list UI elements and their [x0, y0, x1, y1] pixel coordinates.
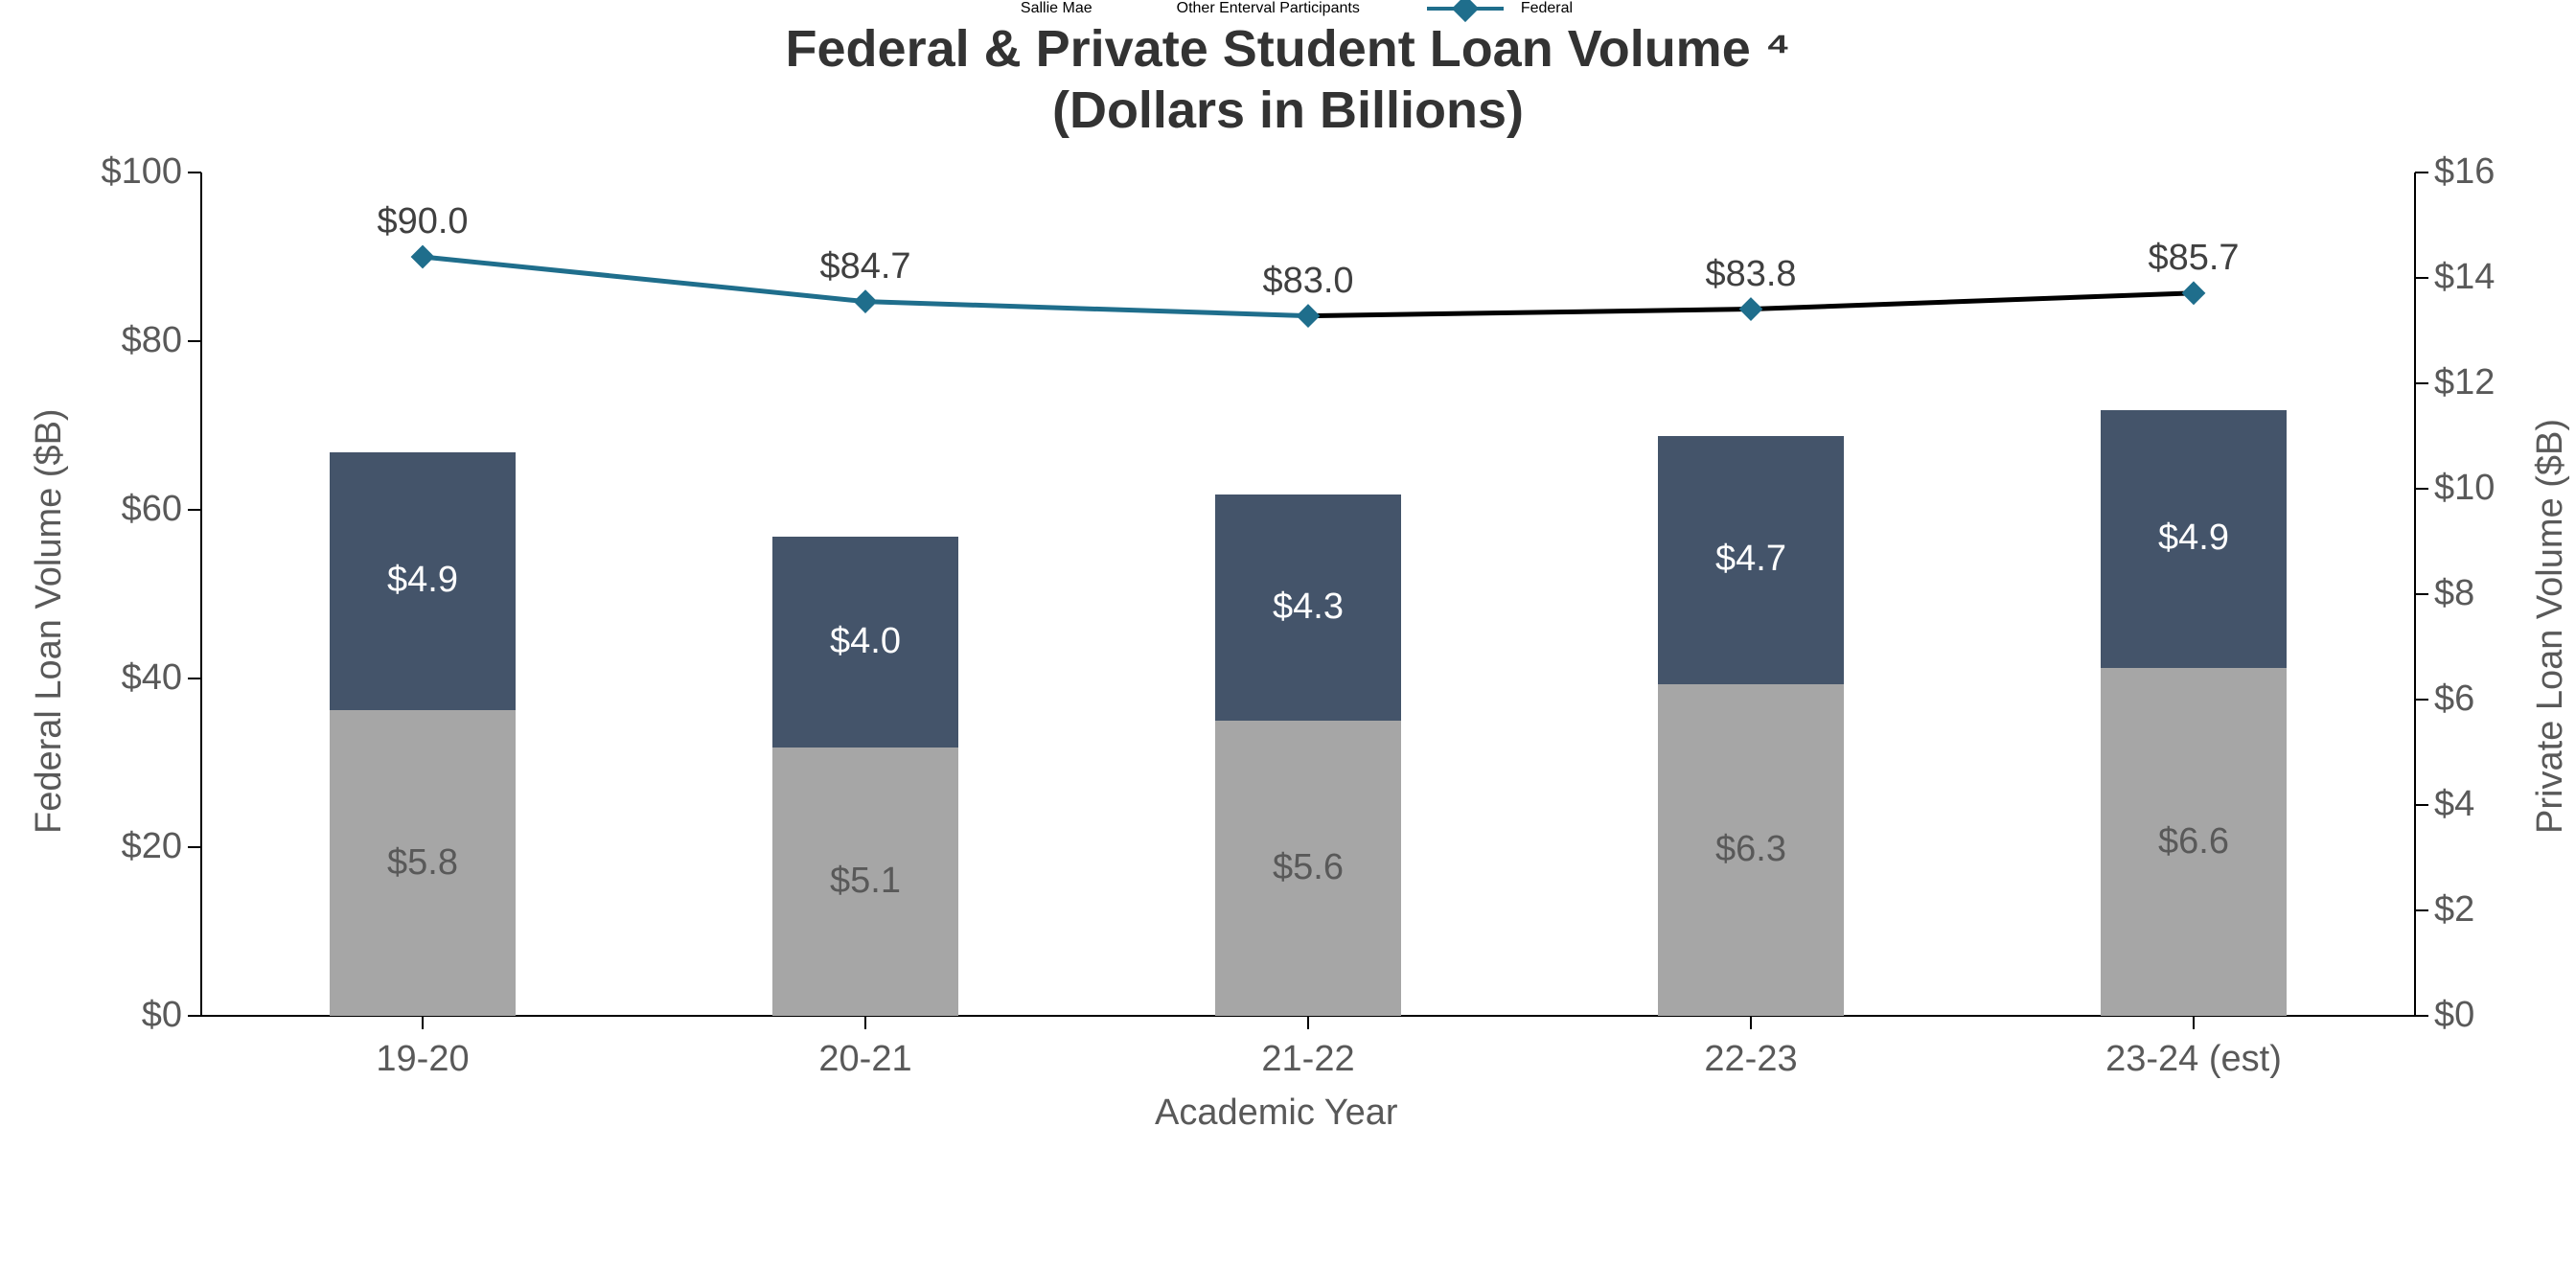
left-tick-label: $40	[122, 657, 182, 699]
left-tick-label: $0	[142, 995, 182, 1036]
line-value-label: $83.0	[1231, 261, 1385, 302]
x-category-label: 23-24 (est)	[2059, 1039, 2328, 1080]
x-category-label: 21-22	[1174, 1039, 1442, 1080]
bar-value-label: $6.6	[2101, 821, 2287, 862]
legend-line-icon	[1427, 7, 1504, 11]
left-tick-label: $100	[101, 151, 182, 193]
x-category-label: 20-21	[731, 1039, 1000, 1080]
right-tick-label: $6	[2434, 678, 2474, 720]
bar-value-label: $4.3	[1215, 586, 1401, 628]
bar-value-label: $5.8	[330, 842, 516, 884]
bar-value-label: $4.9	[330, 560, 516, 601]
right-tick-label: $4	[2434, 784, 2474, 825]
bar-value-label: $6.3	[1658, 829, 1844, 870]
right-tick-label: $12	[2434, 362, 2495, 403]
x-category-label: 22-23	[1617, 1039, 1885, 1080]
bar-value-label: $5.6	[1215, 847, 1401, 888]
line-value-label: $84.7	[789, 246, 942, 288]
right-tick-label: $2	[2434, 889, 2474, 931]
line-value-label: $90.0	[346, 201, 499, 242]
x-category-label: 19-20	[288, 1039, 557, 1080]
line-value-label: $85.7	[2117, 238, 2270, 279]
bar-value-label: $4.9	[2101, 518, 2287, 559]
bar-value-label: $4.0	[772, 621, 958, 662]
right-tick-label: $8	[2434, 573, 2474, 614]
bar-value-label: $4.7	[1658, 539, 1844, 580]
right-tick-label: $0	[2434, 995, 2474, 1036]
left-tick-label: $60	[122, 489, 182, 530]
right-tick-label: $14	[2434, 257, 2495, 298]
right-tick-label: $16	[2434, 151, 2495, 193]
left-tick-label: $80	[122, 320, 182, 361]
left-tick-label: $20	[122, 826, 182, 867]
line-value-label: $83.8	[1674, 254, 1828, 295]
right-tick-label: $10	[2434, 468, 2495, 509]
bar-value-label: $5.1	[772, 861, 958, 902]
